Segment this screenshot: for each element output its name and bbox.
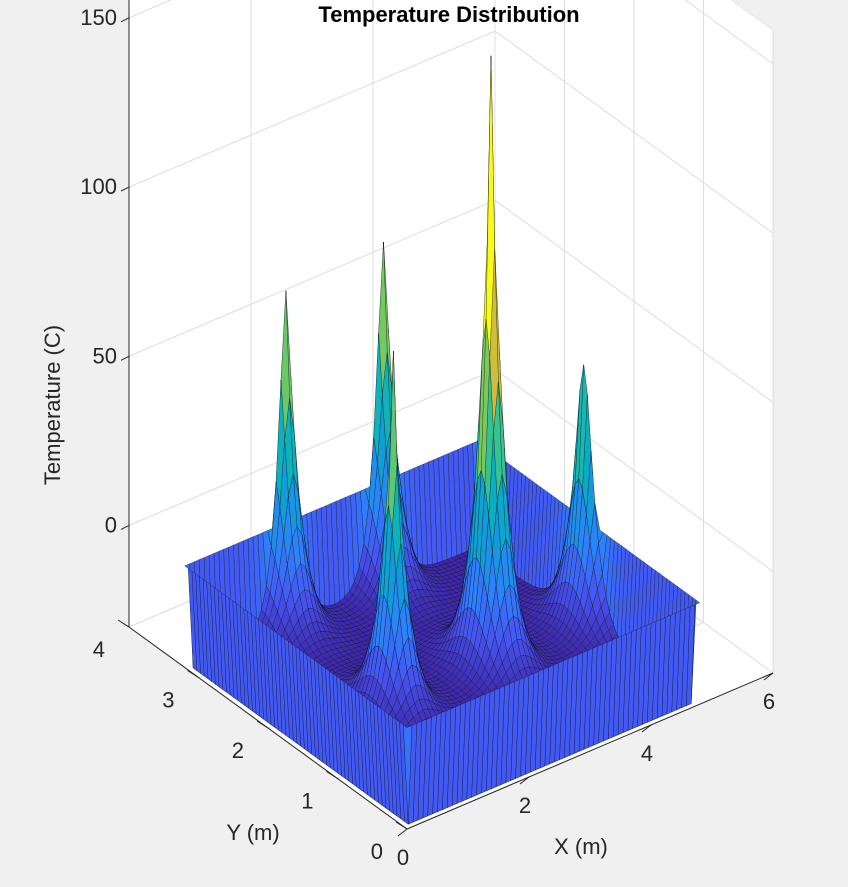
- z-tick-mark: [120, 186, 130, 192]
- axes-front-lines: [117, 0, 774, 837]
- z-tick-label: 100: [80, 174, 117, 199]
- z-tick-mark: [120, 17, 130, 23]
- y-tick-label: 0: [371, 839, 383, 864]
- y-tick-mark: [187, 670, 199, 678]
- y-tick-mark: [326, 771, 338, 779]
- y-tick-mark: [395, 821, 408, 830]
- tick-labels: 0 2 4 6 0 1 2 3 4 0 50 100 150: [80, 5, 775, 870]
- back-wall-x: [129, 0, 495, 627]
- x-tick-label: 6: [763, 689, 775, 714]
- x-axis-line: [406, 672, 774, 830]
- y-tick-mark: [117, 619, 130, 628]
- z-tick-mark: [120, 355, 130, 361]
- y-axis-label: Y (m): [226, 820, 279, 845]
- x-tick-mark: [641, 724, 652, 733]
- z-tick-mark: [120, 525, 130, 530]
- x-tick-mark: [763, 672, 774, 681]
- y-tick-label: 3: [162, 688, 174, 713]
- y-tick-label: 2: [232, 738, 244, 763]
- temperature-surface: [184, 55, 701, 825]
- x-tick-mark: [397, 828, 408, 837]
- z-axis-label: Temperature (C): [40, 325, 65, 485]
- z-tick-label: 50: [93, 343, 117, 368]
- z-tick-label: 0: [105, 512, 117, 537]
- x-axis-label: X (m): [554, 834, 608, 859]
- y-tick-label: 4: [93, 637, 105, 662]
- chart-title: Temperature Distribution: [318, 2, 579, 27]
- x-tick-label: 4: [641, 741, 653, 766]
- x-tick-label: 0: [397, 845, 409, 870]
- z-tick-label: 150: [80, 5, 117, 30]
- x-tick-label: 2: [519, 793, 531, 818]
- y-tick-mark: [256, 720, 269, 729]
- y-tick-label: 1: [301, 789, 313, 814]
- surface-patch: [403, 724, 413, 825]
- x-tick-mark: [519, 776, 530, 785]
